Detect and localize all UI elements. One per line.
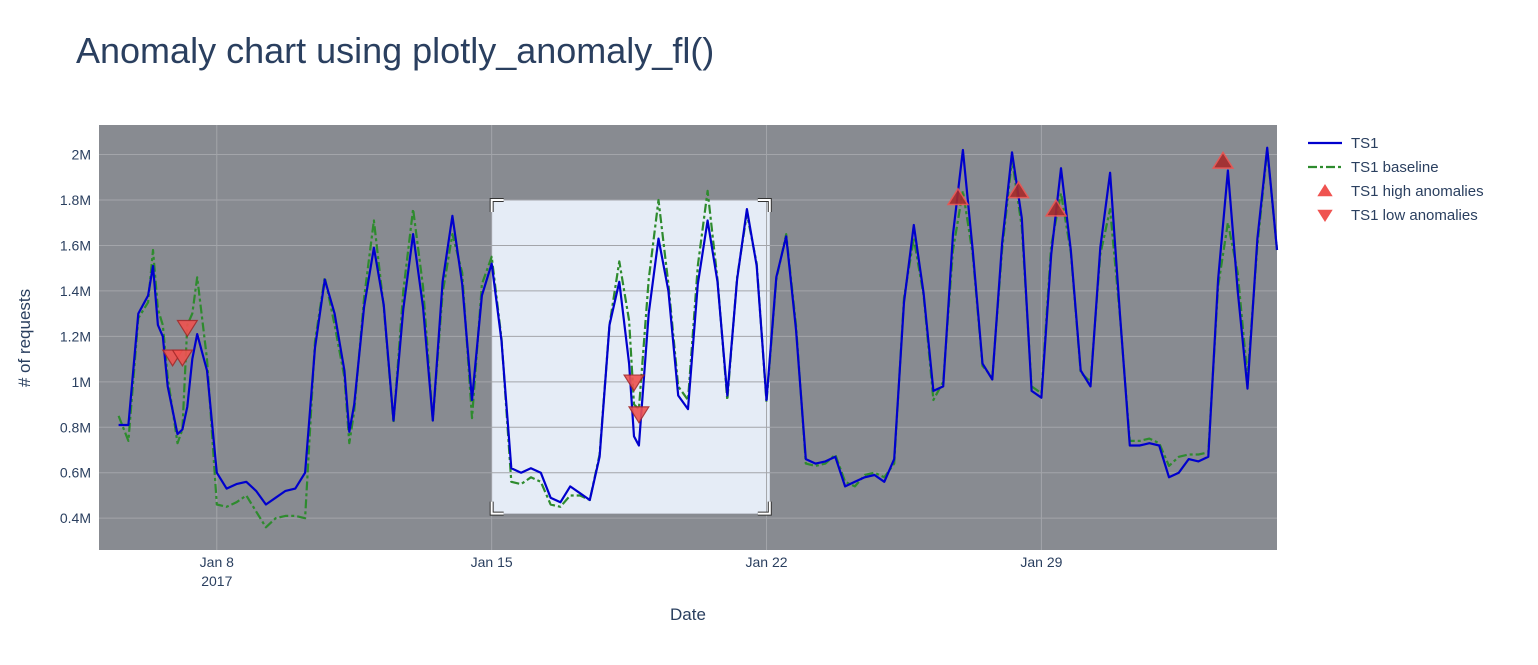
selection-corner-handle-inner[interactable]: [757, 501, 771, 515]
selection-corner-handles[interactable]: [489, 198, 772, 516]
selection-box[interactable]: [491, 200, 770, 514]
low-anomaly-marker: [623, 374, 645, 392]
x-axis-title: Date: [670, 605, 706, 624]
legend-low-anomaly-swatch: [1317, 209, 1333, 222]
y-tick-label: 2M: [72, 147, 91, 163]
low-anomaly-marker: [627, 406, 650, 424]
high-anomaly-marker: [946, 187, 970, 206]
y-axis-ticks: 0.4M 0.6M 0.8M 1M 1.2M 1.4M 1.6M 1.8M 2M: [60, 147, 91, 527]
y-tick-label: 1.4M: [60, 283, 91, 299]
legend: TS1 TS1 baseline TS1 high anomalies TS1 low…: [1308, 135, 1484, 224]
y-tick-label: 0.8M: [60, 419, 91, 435]
selection-corner-handle-inner[interactable]: [490, 501, 504, 515]
high-anomaly-marker: [1211, 150, 1235, 169]
low-anomaly-marker: [176, 319, 199, 338]
legend-high-anomaly-swatch: [1317, 184, 1333, 197]
y-tick-label: 0.4M: [60, 510, 91, 526]
x-axis-ticks: Jan 8 2017 Jan 15 Jan 22 Jan 29: [200, 554, 1063, 589]
y-tick-label: 1.8M: [60, 192, 91, 208]
x-tick-year-label: 2017: [201, 573, 232, 589]
legend-label: TS1 low anomalies: [1351, 207, 1478, 224]
x-tick-label: Jan 15: [471, 554, 513, 570]
y-tick-label: 1.6M: [60, 237, 91, 253]
y-tick-label: 1.2M: [60, 328, 91, 344]
series-lines: [117, 146, 1279, 529]
gridlines: [99, 125, 1277, 550]
high-anomaly-marker: [1007, 180, 1030, 199]
y-axis-title: # of requests: [15, 289, 34, 387]
high-anomaly-marker: [1044, 198, 1068, 217]
low-anomaly-marker: [171, 349, 194, 367]
legend-label: TS1 baseline: [1351, 159, 1439, 176]
chart-title: Anomaly chart using plotly_anomaly_fl(): [76, 30, 714, 71]
legend-label: TS1: [1351, 135, 1379, 152]
x-tick-label: Jan 22: [746, 554, 788, 570]
y-tick-label: 1M: [72, 374, 91, 390]
legend-label: TS1 high anomalies: [1351, 183, 1484, 200]
y-tick-label: 0.6M: [60, 465, 91, 481]
selection-corner-handle-inner[interactable]: [757, 199, 771, 212]
selection-corner-handle-inner[interactable]: [490, 199, 504, 212]
x-tick-label: Jan 29: [1020, 554, 1062, 570]
ts-series-line: [118, 146, 1279, 506]
anomaly-markers: [161, 150, 1235, 424]
x-tick-label: Jan 8: [200, 554, 234, 570]
